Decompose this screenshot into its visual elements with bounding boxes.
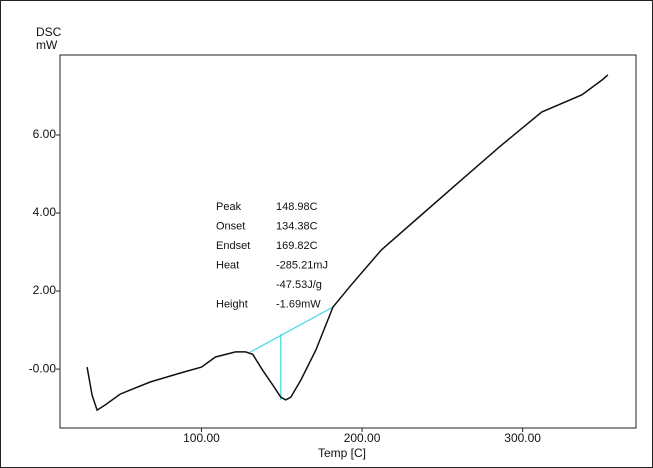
- result-label: Peak: [216, 201, 242, 213]
- y-label: DSC: [36, 25, 62, 39]
- result-value: 148.98C: [276, 201, 318, 213]
- result-label: Height: [216, 298, 248, 310]
- x-tick-label: 300.00: [504, 431, 541, 445]
- y-tick-label: 6.00: [33, 127, 57, 141]
- result-value: 169.82C: [276, 240, 318, 252]
- y-tick-label: 4.00: [33, 205, 57, 219]
- result-label: Heat: [216, 259, 239, 271]
- plot-area: [59, 54, 637, 429]
- y-tick-label: 2.00: [33, 283, 57, 297]
- y-tick-label: -0.00: [29, 361, 57, 375]
- x-tick-label: 100.00: [183, 431, 220, 445]
- dsc-curve: [86, 74, 609, 412]
- y-unit: mW: [36, 38, 58, 52]
- baseline: [250, 306, 334, 353]
- result-value: -1.69mW: [276, 298, 321, 310]
- x-tick-label: 200.00: [344, 431, 381, 445]
- x-label: Temp [C]: [318, 446, 366, 460]
- result-value: -47.53J/g: [276, 279, 322, 291]
- result-label: Onset: [216, 220, 245, 232]
- result-value: -285.21mJ: [276, 259, 328, 271]
- result-value: 134.38C: [276, 220, 318, 232]
- result-label: Endset: [216, 240, 250, 252]
